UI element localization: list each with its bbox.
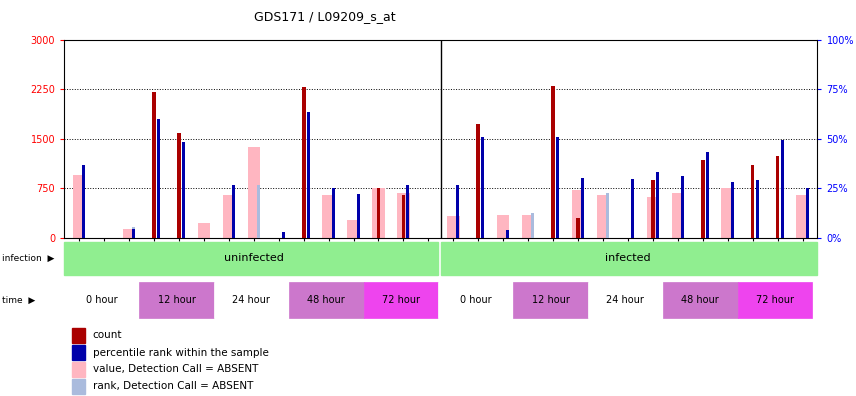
Text: value, Detection Call = ABSENT: value, Detection Call = ABSENT xyxy=(92,364,259,374)
Text: 72 hour: 72 hour xyxy=(756,295,794,305)
Bar xyxy=(377,188,380,238)
Bar xyxy=(572,190,585,238)
Bar xyxy=(731,181,734,238)
Bar xyxy=(646,197,659,238)
Text: 12 hour: 12 hour xyxy=(158,295,195,305)
Bar xyxy=(506,230,509,238)
Bar xyxy=(701,160,704,238)
Bar xyxy=(441,242,817,274)
Bar xyxy=(64,242,438,274)
Bar xyxy=(157,119,160,238)
Bar xyxy=(257,185,259,238)
Text: 48 hour: 48 hour xyxy=(681,295,719,305)
Bar xyxy=(781,140,783,238)
Bar xyxy=(73,175,86,238)
Bar xyxy=(198,223,210,238)
Bar xyxy=(288,282,364,318)
Bar xyxy=(738,282,812,318)
Bar xyxy=(232,185,235,238)
Text: infection  ▶: infection ▶ xyxy=(2,254,54,263)
Bar xyxy=(72,379,86,394)
Bar xyxy=(681,176,684,238)
Text: 48 hour: 48 hour xyxy=(307,295,345,305)
Bar xyxy=(372,188,384,238)
Bar xyxy=(122,229,135,238)
Text: uninfected: uninfected xyxy=(223,253,283,263)
Bar xyxy=(731,181,734,238)
Bar xyxy=(72,327,86,343)
Text: 0 hour: 0 hour xyxy=(460,295,491,305)
Bar xyxy=(663,282,738,318)
Bar xyxy=(514,282,588,318)
Bar xyxy=(72,345,86,360)
Bar xyxy=(214,282,288,318)
Bar xyxy=(64,282,139,318)
Bar xyxy=(331,188,335,238)
Bar xyxy=(82,165,85,238)
Bar xyxy=(531,213,534,238)
Bar xyxy=(722,188,734,238)
Bar xyxy=(588,282,663,318)
Bar xyxy=(756,179,758,238)
Text: 12 hour: 12 hour xyxy=(532,295,569,305)
Bar xyxy=(681,192,684,238)
Bar xyxy=(581,178,584,238)
Bar xyxy=(247,147,260,238)
Text: rank, Detection Call = ABSENT: rank, Detection Call = ABSENT xyxy=(92,381,253,392)
Bar xyxy=(477,124,480,238)
Text: percentile rank within the sample: percentile rank within the sample xyxy=(92,348,269,358)
Bar xyxy=(672,193,684,238)
Bar xyxy=(282,232,285,238)
Text: GDS171 / L09209_s_at: GDS171 / L09209_s_at xyxy=(254,10,396,23)
Text: 72 hour: 72 hour xyxy=(382,295,420,305)
Bar xyxy=(82,165,85,238)
Text: infected: infected xyxy=(605,253,651,263)
Bar xyxy=(656,172,659,238)
Bar xyxy=(182,142,185,238)
Bar xyxy=(302,87,306,238)
Bar xyxy=(631,179,634,238)
Bar xyxy=(397,193,410,238)
Bar xyxy=(282,232,285,238)
Bar xyxy=(223,195,235,238)
Bar xyxy=(522,215,534,238)
Bar xyxy=(805,188,809,238)
Bar xyxy=(497,215,509,238)
Bar xyxy=(364,282,438,318)
Text: time  ▶: time ▶ xyxy=(2,295,35,305)
Bar xyxy=(152,92,156,238)
Bar xyxy=(348,220,360,238)
Bar xyxy=(597,195,609,238)
Bar xyxy=(776,156,780,238)
Bar xyxy=(456,185,460,238)
Text: count: count xyxy=(92,330,122,340)
Bar xyxy=(401,195,405,238)
Bar xyxy=(606,193,609,238)
Bar xyxy=(551,86,555,238)
Bar xyxy=(796,195,809,238)
Bar xyxy=(576,219,580,238)
Bar xyxy=(805,188,809,238)
Bar xyxy=(72,362,86,377)
Bar xyxy=(447,217,460,238)
Text: 0 hour: 0 hour xyxy=(86,295,117,305)
Bar xyxy=(306,112,310,238)
Bar xyxy=(323,195,335,238)
Bar xyxy=(132,227,135,238)
Text: 24 hour: 24 hour xyxy=(232,295,270,305)
Bar xyxy=(357,194,360,238)
Bar xyxy=(407,185,409,238)
Bar xyxy=(456,213,460,238)
Bar xyxy=(139,282,214,318)
Bar xyxy=(177,133,181,238)
Bar xyxy=(751,165,754,238)
Text: 24 hour: 24 hour xyxy=(607,295,645,305)
Bar xyxy=(705,152,709,238)
Bar xyxy=(357,194,360,238)
Bar xyxy=(438,282,514,318)
Bar xyxy=(481,137,484,238)
Bar xyxy=(556,137,559,238)
Bar xyxy=(132,229,135,238)
Bar xyxy=(651,180,655,238)
